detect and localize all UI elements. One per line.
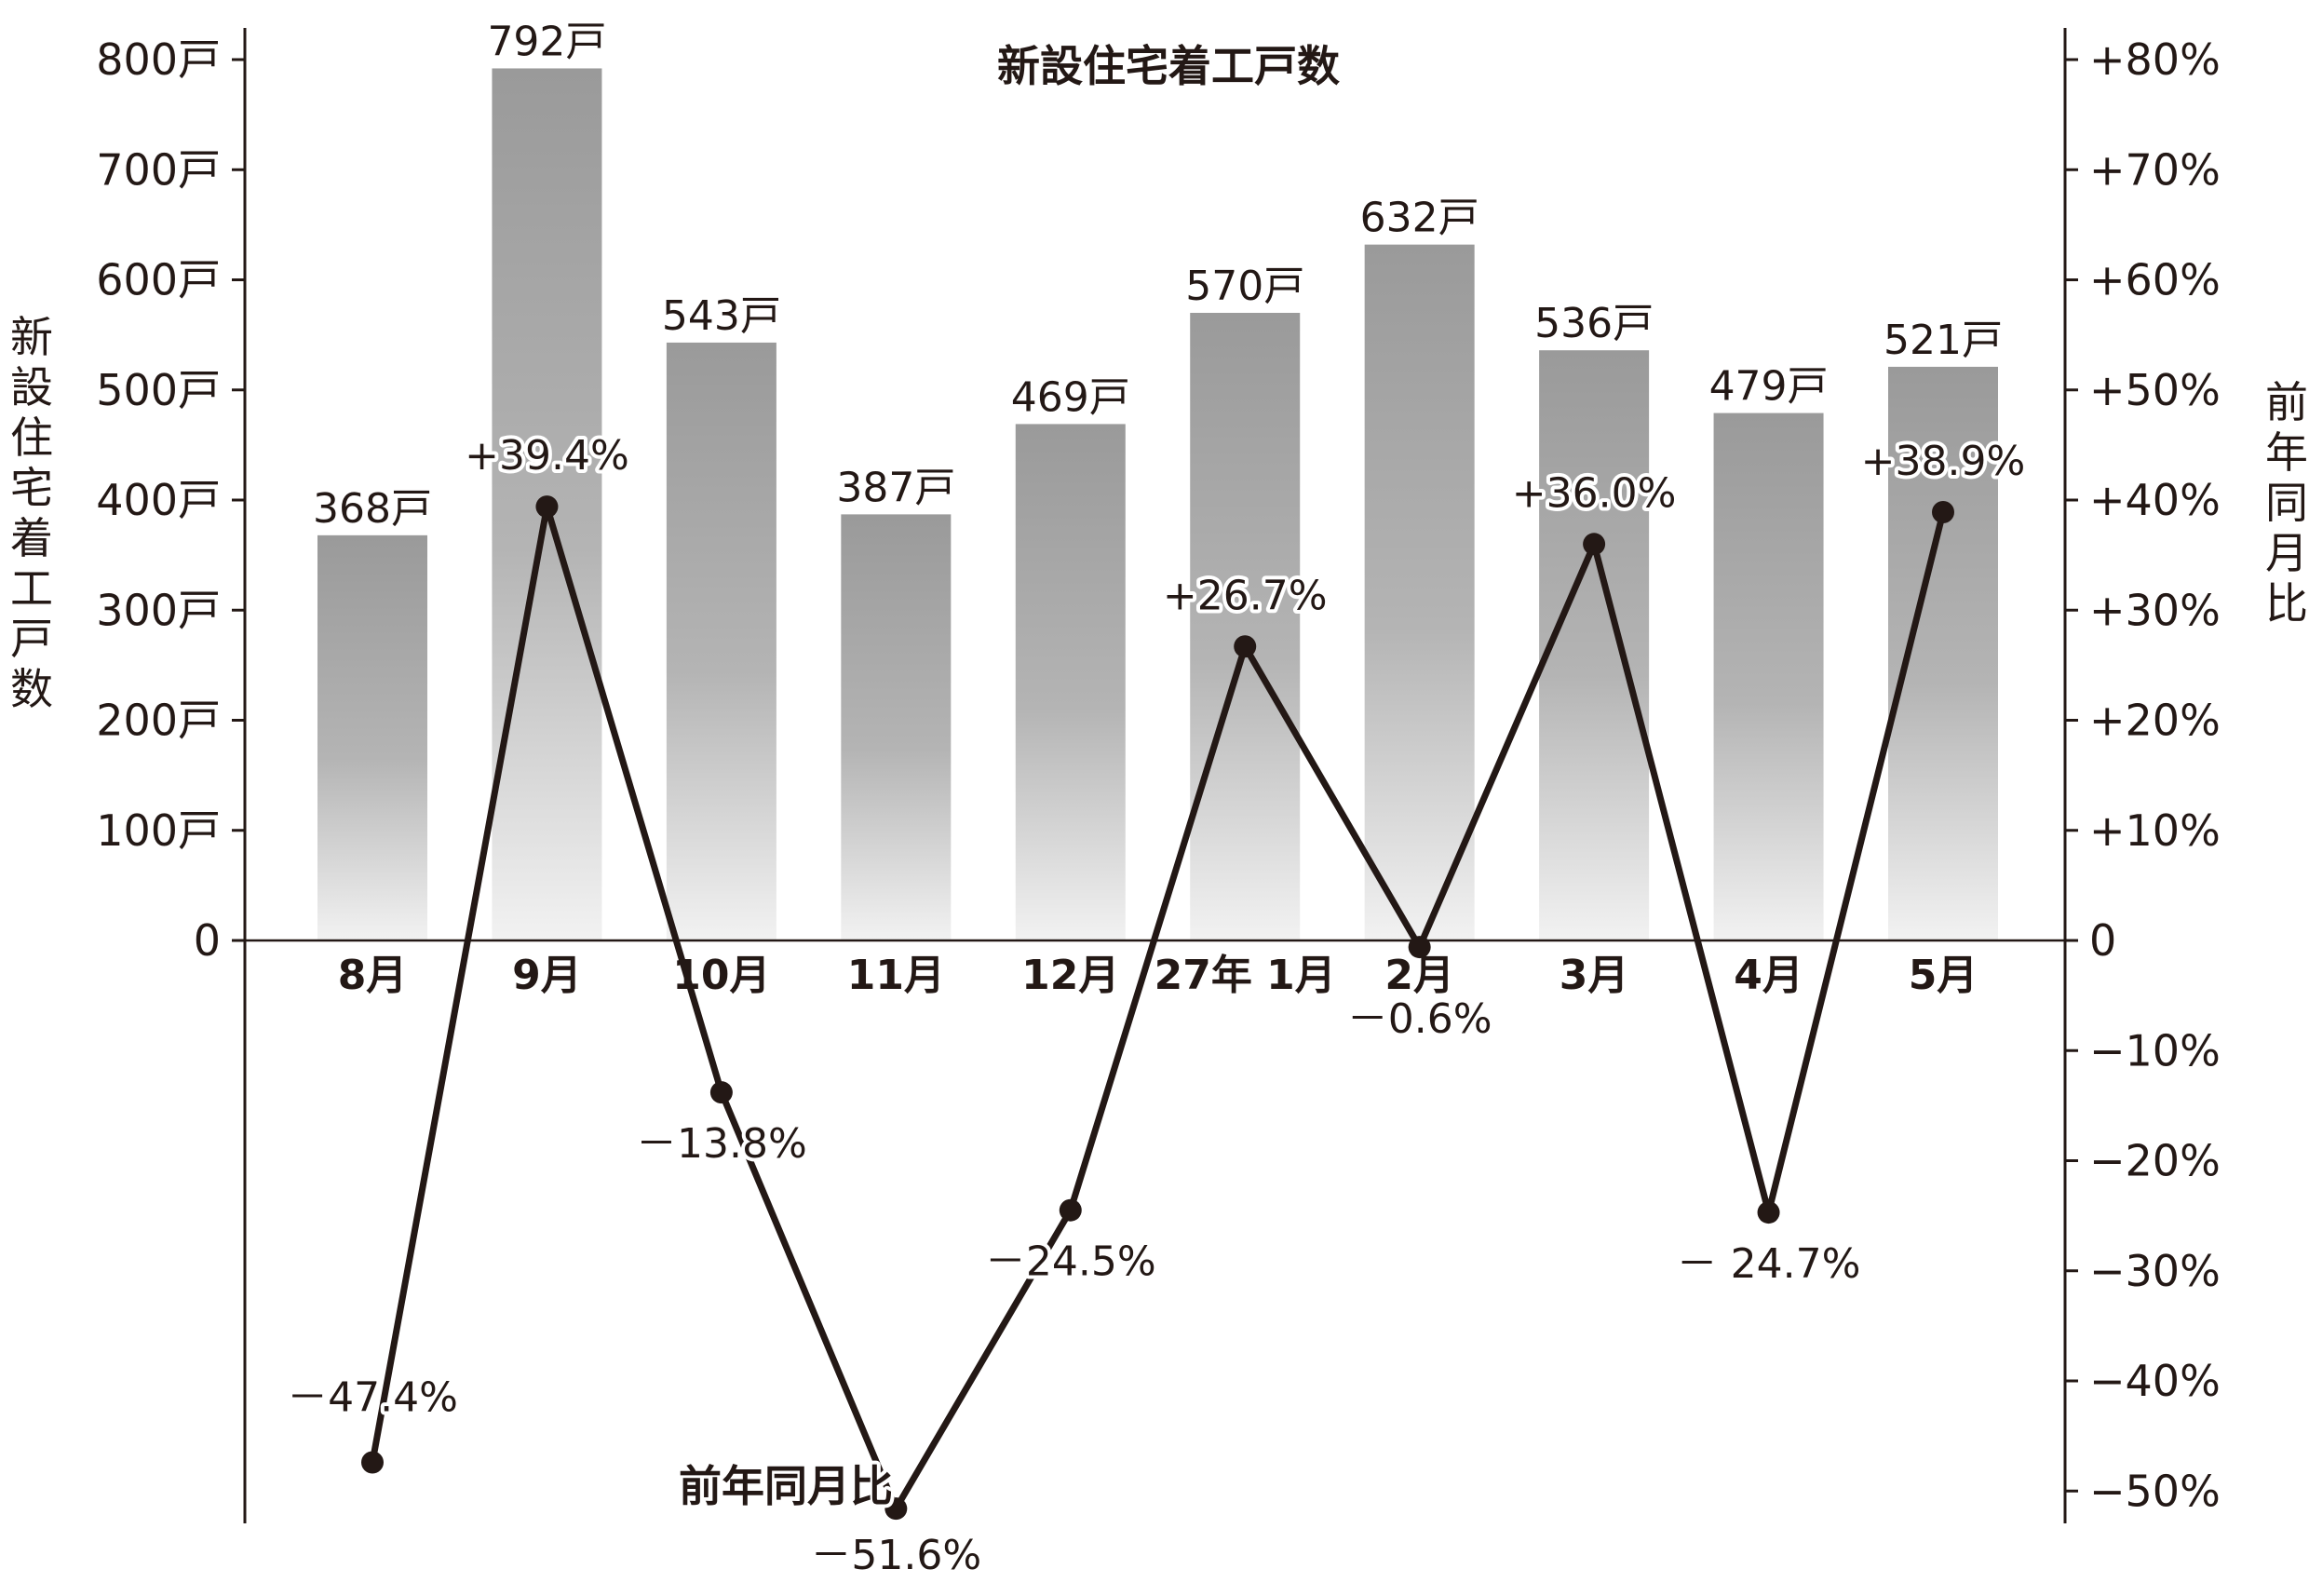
line-value-label: +36.0% (1512, 469, 1677, 517)
line-value-label: －13.8% (636, 1120, 807, 1168)
bar-value-label: 479戸 (1709, 363, 1829, 411)
line-value-label: －51.6% (810, 1532, 981, 1579)
bar-value-label: 536戸 (1534, 300, 1654, 347)
axes-layer: 0 100戸 200戸 300戸 400戸 500戸 600戸 700戸 800戸 −50% −40… (96, 28, 2221, 1523)
line-point (1932, 501, 1954, 524)
right-tick-label: 0 (2089, 915, 2116, 966)
bar-6 (1190, 312, 1301, 941)
line-series-label: 前年同月比 (679, 1461, 893, 1511)
right-tick-label: −20% (2089, 1136, 2221, 1186)
line-point (1583, 533, 1606, 556)
axis-title-char: 住 (10, 413, 53, 463)
category-label: 3月 (1560, 952, 1629, 999)
line-point (1757, 1201, 1780, 1224)
axis-title-char: 戸 (10, 614, 53, 664)
right-tick-label: +40% (2089, 475, 2221, 525)
left-tick-label: 500戸 (96, 365, 221, 415)
line-point (361, 1451, 384, 1474)
axis-title-char: 工 (10, 563, 53, 614)
bar-value-label: 792戸 (487, 18, 606, 65)
left-tick-label: 300戸 (96, 585, 221, 635)
line-point (1234, 635, 1257, 658)
bar-1 (317, 534, 427, 940)
axis-title-char: 宅 (10, 463, 53, 513)
axis-title-char: 月 (2265, 528, 2308, 578)
right-tick-label: −50% (2089, 1466, 2221, 1516)
chart-title: 新設住宅着工戸数 (997, 41, 1340, 91)
left-tick-label: 100戸 (96, 805, 221, 856)
category-label: 2月 (1384, 952, 1454, 999)
right-tick-label: +70% (2089, 144, 2221, 195)
line-point (535, 495, 559, 519)
category-label: 12月 (1021, 952, 1119, 999)
category-label: 11月 (847, 952, 945, 999)
bar-value-label: 368戸 (313, 485, 432, 533)
bar-4 (841, 514, 952, 940)
axis-title-char: 比 (2265, 578, 2308, 629)
line-series (369, 503, 1947, 1512)
left-tick-label: 400戸 (96, 475, 221, 525)
left-tick-label: 600戸 (96, 255, 221, 305)
axis-title-char: 新 (10, 312, 53, 362)
right-tick-label: +50% (2089, 365, 2221, 415)
line-value-label: +26.7% (1163, 572, 1328, 619)
bars-layer (317, 68, 1998, 941)
category-label: 8月 (338, 952, 408, 999)
bar-8 (1539, 350, 1650, 940)
bar-value-label: 387戸 (836, 464, 955, 511)
right-tick-label: +10% (2089, 805, 2221, 856)
category-label: 4月 (1734, 952, 1803, 999)
line-value-label: －24.5% (985, 1238, 1156, 1286)
line-point (1059, 1198, 1082, 1222)
line-layer (361, 495, 1954, 1521)
labels-layer: 368戸 792戸 543戸 387戸 469戸 570戸 632戸 536戸 479戸 521戸… (10, 18, 2308, 1583)
line-value-label: － 24.7% (1677, 1240, 1861, 1288)
line-value-label: +39.4% (465, 432, 629, 480)
bar-3 (666, 342, 776, 941)
right-tick-label: −10% (2089, 1025, 2221, 1075)
bar-value-label: 632戸 (1360, 195, 1479, 242)
line-value-label: +38.9% (1861, 438, 2026, 485)
right-tick-label: +20% (2089, 696, 2221, 746)
bar-9 (1713, 413, 1824, 940)
line-value-label: －0.6% (1347, 995, 1492, 1043)
category-label: 5月 (1909, 952, 1978, 999)
y-axis-title: 新設住宅着工戸数 (10, 312, 53, 714)
axis-title-char: 着 (10, 513, 53, 563)
left-tick-label: 0 (194, 915, 221, 966)
bar-7 (1364, 244, 1475, 940)
bar-value-label: 469戸 (1011, 373, 1130, 421)
right-tick-label: +30% (2089, 585, 2221, 635)
bar-5 (1015, 424, 1126, 941)
bar-value-label: 543戸 (662, 292, 781, 340)
line-point (884, 1497, 908, 1521)
axis-title-char: 数 (10, 664, 53, 714)
category-label: 27年 1月 (1154, 952, 1336, 999)
category-label: 9月 (512, 952, 582, 999)
bar-value-label: 521戸 (1884, 317, 2003, 364)
axis-title-char: 同 (2265, 478, 2308, 528)
y2-axis-title: 前年同月比 (2265, 377, 2308, 629)
right-tick-label: +60% (2089, 255, 2221, 305)
left-tick-label: 200戸 (96, 696, 221, 746)
axis-title-char: 年 (2265, 427, 2308, 478)
right-tick-label: −40% (2089, 1356, 2221, 1406)
line-point (709, 1081, 733, 1104)
right-tick-label: +80% (2089, 34, 2221, 85)
right-tick-label: −30% (2089, 1246, 2221, 1296)
axis-title-char: 設 (10, 362, 53, 413)
bar-value-label: 570戸 (1185, 263, 1304, 310)
line-value-label: －47.4% (287, 1374, 458, 1422)
left-tick-label: 700戸 (96, 144, 221, 195)
left-tick-label: 800戸 (96, 34, 221, 85)
axis-title-char: 前 (2265, 377, 2308, 427)
line-point (1408, 936, 1431, 959)
